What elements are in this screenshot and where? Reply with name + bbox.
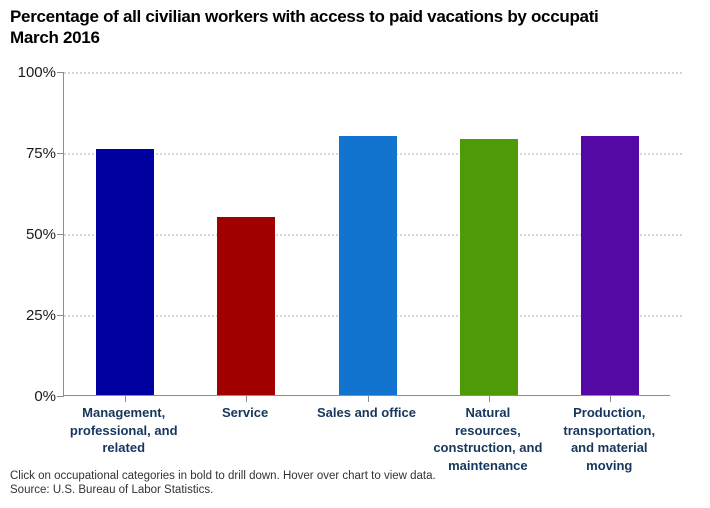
plot-area: 0% 25% 50% 75% 100% [18, 65, 682, 404]
y-axis-tick-25 [57, 315, 64, 316]
x-axis-tick-natural-resources-construction-and-maintenance [488, 396, 490, 402]
y-axis-label-100: 100% [17, 64, 56, 81]
footer-note: Click on occupational categories in bold… [10, 470, 436, 482]
bar-management-professional-and-related[interactable] [95, 148, 154, 395]
bar-service[interactable] [217, 216, 276, 395]
y-axis-tick-50 [57, 234, 64, 235]
y-axis-tick-100 [57, 72, 64, 73]
bar-natural-resources-construction-and-maintenance[interactable] [459, 139, 518, 395]
category-label-natural-resources-construction-and-maintenance[interactable]: Natural resources, construction, and mai… [433, 405, 543, 473]
gridline-100 [64, 72, 682, 74]
chart-title: Percentage of all civilian workers with … [10, 6, 710, 48]
x-axis-tick-service [246, 396, 248, 402]
category-label-management-professional-and-related[interactable]: Management, professional, and related [69, 405, 178, 455]
chart-title-line-2: March 2016 [10, 28, 100, 47]
footer-source: Source: U.S. Bureau of Labor Statistics. [10, 483, 214, 496]
y-axis-tick-0 [57, 396, 64, 397]
category-label-sales-and-office[interactable]: Sales and office [316, 405, 416, 420]
y-axis-label-25: 25% [25, 307, 56, 324]
bar-sales-and-office[interactable] [338, 135, 397, 395]
x-axis-tick-management-professional-and-related [124, 396, 126, 402]
y-axis-label-50: 50% [25, 226, 56, 243]
y-axis-label-75: 75% [25, 145, 56, 162]
x-axis-tick-sales-and-office [367, 396, 369, 402]
y-axis-label-0: 0% [34, 388, 56, 405]
x-axis-tick-production-transportation-and-material-moving [610, 396, 612, 402]
x-axis-labels: Management, professional, and related Ser… [63, 404, 670, 474]
y-axis-tick-75 [57, 153, 64, 154]
chart-title-line-1: Percentage of all civilian workers with … [10, 7, 599, 26]
chart-footer: Click on occupational categories in bold… [10, 470, 436, 497]
bar-production-transportation-and-material-moving[interactable] [581, 135, 640, 395]
category-label-service[interactable]: Service [221, 405, 269, 420]
category-label-production-transportation-and-material-moving[interactable]: Production, transportation, and material… [563, 405, 656, 473]
